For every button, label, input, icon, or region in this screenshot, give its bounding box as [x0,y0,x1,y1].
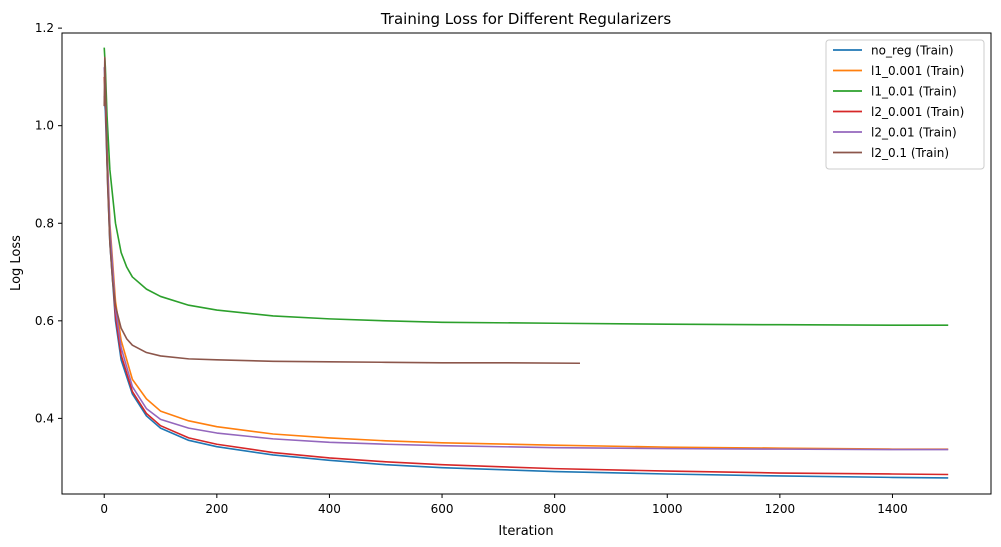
y-tick-label: 0.8 [35,216,54,230]
x-axis-label: Iteration [498,524,553,539]
legend-label: no_reg (Train) [871,44,954,58]
y-tick-label: 0.6 [35,314,54,328]
legend-items: no_reg (Train) l1_0.001 (Train) l1_0.01 (T… [833,44,964,160]
x-axis-ticks: 0 200 400 600 800 1000 1200 1400 [100,494,908,516]
legend: no_reg (Train) l1_0.001 (Train) l1_0.01 (T… [825,39,985,170]
chart-title: Training Loss for Different Regularizers [380,10,671,28]
legend-label: l2_0.01 (Train) [871,126,957,140]
y-axis-label: Log Loss [9,235,24,291]
x-tick-label: 800 [543,502,566,516]
y-tick-label: 1.0 [35,119,54,133]
series-line-6 [103,56,580,365]
y-tick-label: 0.4 [35,411,54,425]
x-tick-label: 1200 [765,502,796,516]
legend-label: l2_0.001 (Train) [871,105,964,119]
x-tick-label: 600 [431,502,454,516]
legend-label: l1_0.01 (Train) [871,85,957,99]
legend-box [825,39,985,170]
y-axis-ticks: 0.4 0.6 0.8 1.0 1.2 [35,21,62,425]
plot-frame [61,32,992,495]
y-tick-label: 1.2 [35,21,54,35]
series-line-5 [103,67,949,451]
x-tick-label: 400 [318,502,341,516]
x-tick-label: 0 [100,502,108,516]
plot-lines [103,47,949,479]
legend-label: l2_0.1 (Train) [871,146,949,160]
series-line-3 [103,47,949,327]
x-tick-label: 1000 [652,502,683,516]
legend-label: l1_0.001 (Train) [871,64,964,78]
x-tick-label: 200 [205,502,228,516]
x-tick-label: 1400 [877,502,908,516]
